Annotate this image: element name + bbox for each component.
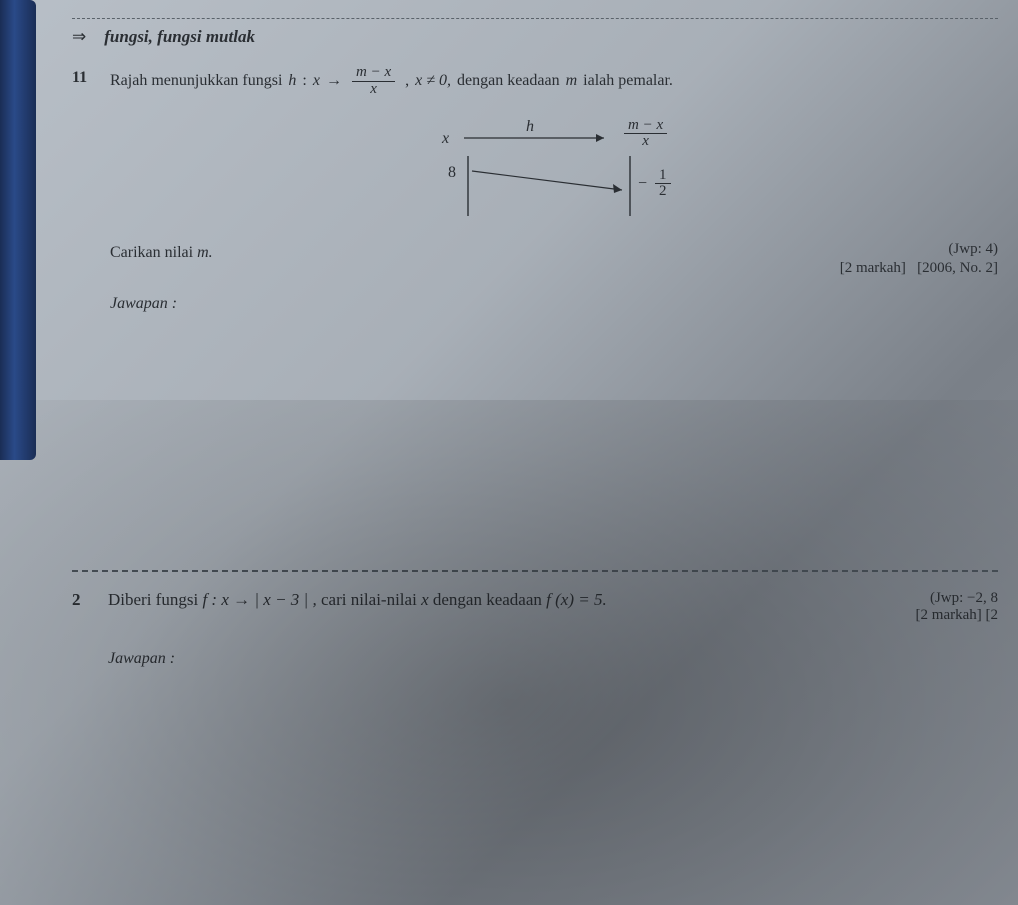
problem-12: 2 Diberi fungsi f : x → | x − 3 | , cari…	[72, 590, 998, 624]
p12-marks-text: [2 markah] [2	[916, 607, 998, 624]
p12-before: Diberi fungsi	[108, 590, 198, 609]
neg-sign: −	[638, 174, 647, 191]
problem-number: 11	[72, 65, 96, 556]
p12-var: x	[421, 590, 429, 609]
p12-func: f : x → | x − 3 | ,	[202, 590, 316, 609]
diag-h: h	[526, 114, 534, 140]
marks: [2 markah]	[840, 260, 906, 276]
separator	[72, 570, 998, 572]
find-line: Carikan nilai m.	[110, 240, 213, 266]
section-header: ⇒ fungsi, fungsi mutlak	[72, 27, 998, 47]
p12-marks: (Jwp: −2, 8 [2 markah] [2	[916, 590, 998, 624]
answer-workspace	[110, 316, 998, 556]
marks-source: [2 markah] [2006, No. 2]	[840, 259, 998, 279]
jawapan-label: Jawapan :	[110, 291, 998, 317]
var-m: m	[566, 68, 578, 94]
p12-mid: cari nilai-nilai	[321, 590, 417, 609]
find-text: Carikan nilai	[110, 244, 193, 261]
diag-right-frac: m − x x	[620, 118, 671, 151]
section-title: fungsi, fungsi mutlak	[104, 27, 255, 47]
frac-num: m − x	[352, 65, 395, 82]
func-h: h	[288, 68, 296, 94]
page-content: ⇒ fungsi, fungsi mutlak 11 Rajah menunju…	[38, 0, 1018, 905]
p12-hint: (Jwp: −2, 8	[916, 590, 998, 607]
p12-number: 2	[72, 590, 96, 610]
stmt-end: ialah pemalar.	[583, 68, 673, 94]
problem-body: Rajah menunjukkan fungsi h : x → m − x x…	[110, 65, 998, 556]
var-x: x	[313, 68, 320, 94]
diag-rtop-den: x	[638, 134, 653, 150]
p12-jawapan: Jawapan :	[108, 650, 998, 668]
rv-num: 1	[655, 168, 671, 185]
find-and-marks: Carikan nilai m. (Jwp: 4) [2 markah] [20…	[110, 240, 998, 279]
p12-left: 2 Diberi fungsi f : x → | x − 3 | , cari…	[72, 590, 896, 610]
p12-text: Diberi fungsi f : x → | x − 3 | , cari n…	[108, 590, 607, 610]
diag-rtop-num: m − x	[624, 118, 667, 135]
marks-block: (Jwp: 4) [2 markah] [2006, No. 2]	[840, 240, 998, 279]
maps-to-icon: →	[326, 68, 342, 94]
rv-den: 2	[655, 184, 671, 200]
answer-hint: (Jwp: 4)	[840, 240, 998, 260]
problem-11: 11 Rajah menunjukkan fungsi h : x → m − …	[72, 65, 998, 556]
p12-eq: f (x) = 5.	[546, 590, 607, 609]
diag-left-val: 8	[448, 160, 456, 186]
source: [2006, No. 2]	[917, 260, 998, 276]
find-var: m.	[197, 244, 213, 261]
frac-den: x	[366, 82, 381, 98]
pen-edge	[0, 0, 36, 460]
comma: ,	[405, 68, 409, 94]
diag-right-val: − 1 2	[638, 168, 675, 201]
fraction-hx: m − x x	[352, 65, 395, 98]
diag-x: x	[442, 126, 449, 152]
mapping-diagram: x h m − x x 8 − 1 2	[424, 116, 684, 226]
p12-after: dengan keadaan	[433, 590, 542, 609]
problem-statement: Rajah menunjukkan fungsi h : x → m − x x…	[110, 65, 998, 98]
stmt-before: Rajah menunjukkan fungsi	[110, 68, 282, 94]
colon: :	[302, 68, 306, 94]
condition: x ≠ 0,	[415, 68, 451, 94]
stmt-after: dengan keadaan	[457, 68, 560, 94]
top-border	[72, 18, 998, 19]
arrow-icon: ⇒	[72, 27, 86, 47]
